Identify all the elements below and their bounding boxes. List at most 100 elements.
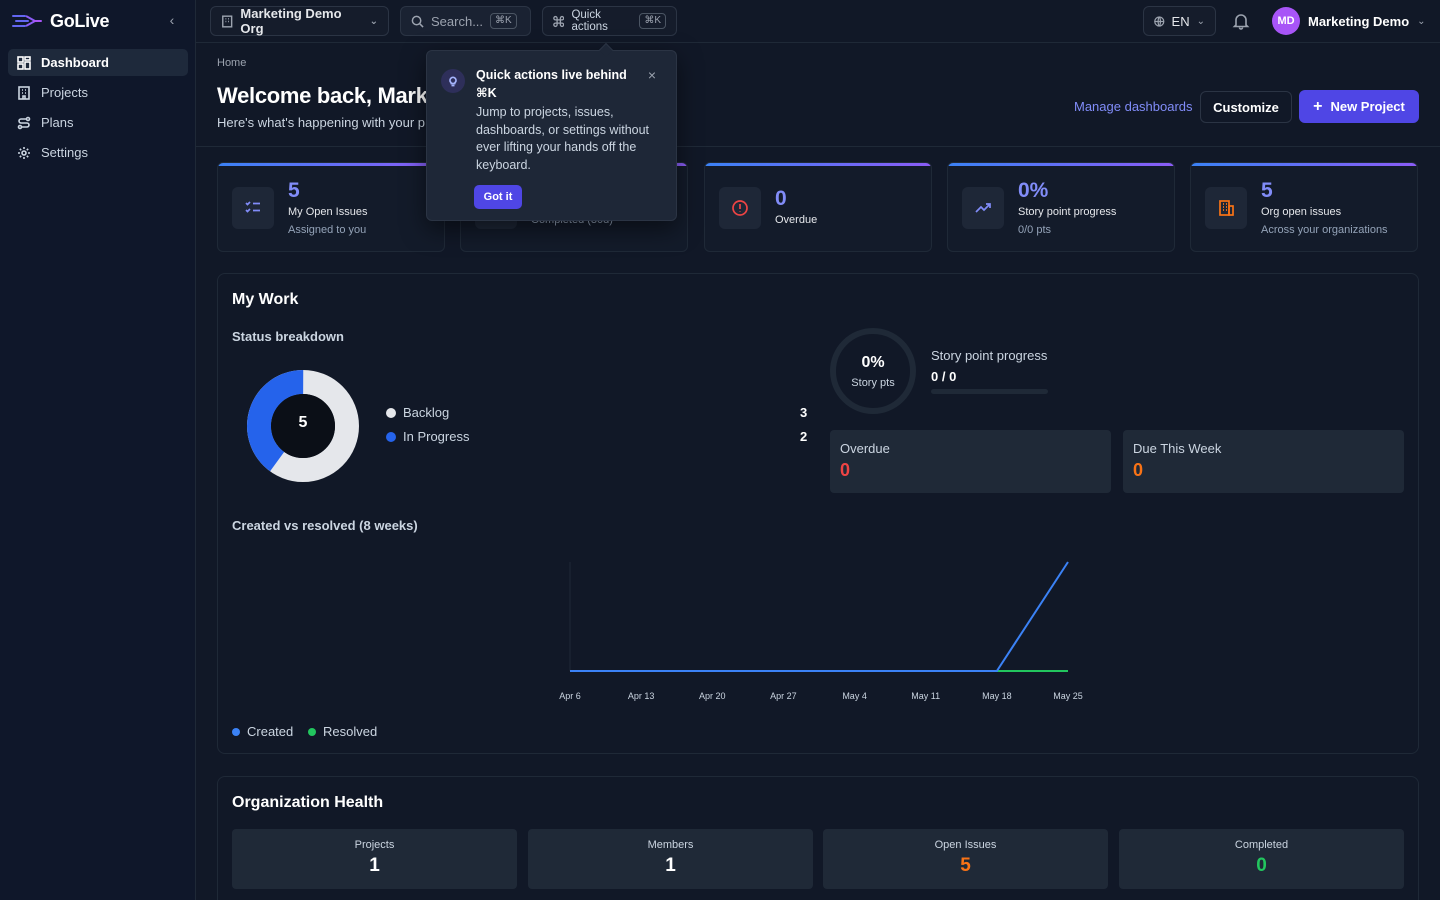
stat-label: Story point progress xyxy=(1018,206,1117,218)
x-tick-label: Apr 6 xyxy=(559,691,581,701)
lightbulb-icon xyxy=(441,69,465,93)
legend-dot xyxy=(308,727,316,736)
stat-value: 0 xyxy=(775,187,787,210)
story-point-caption: Story pts xyxy=(851,377,895,389)
status-breakdown-label: Status breakdown xyxy=(232,329,344,344)
search-button[interactable]: Search... ⌘K xyxy=(400,6,531,36)
stat-label: Overdue xyxy=(775,214,818,226)
series-line-created xyxy=(570,561,1069,672)
gear-icon xyxy=(18,146,30,159)
language-label: EN xyxy=(1171,13,1190,29)
topbar: Marketing Demo Org ⌄ Search... ⌘K Quick … xyxy=(196,0,1440,43)
chevron-down-icon: ⌄ xyxy=(369,15,378,27)
grid-icon xyxy=(17,55,31,70)
brand[interactable]: GoLive xyxy=(12,8,110,34)
command-icon xyxy=(553,15,565,27)
sidebar-item-dashboard[interactable]: Dashboard xyxy=(8,49,188,76)
x-tick-label: Apr 13 xyxy=(628,691,655,701)
user-menu[interactable]: MD Marketing Demo ⌄ xyxy=(1272,6,1426,36)
sidebar-item-projects[interactable]: Projects xyxy=(8,79,188,106)
health-value: 1 xyxy=(665,855,676,876)
health-card-projects[interactable]: Projects 1 xyxy=(232,829,517,889)
stat-value: 5 xyxy=(1261,179,1273,202)
stat-value: 5 xyxy=(288,179,300,202)
health-label: Open Issues xyxy=(934,839,997,851)
notifications-bell-icon[interactable] xyxy=(1232,12,1250,30)
donut-hole xyxy=(271,394,335,458)
quick-actions-tooltip: Quick actions live behind ⌘K × Jump to p… xyxy=(426,42,677,221)
building-icon xyxy=(1205,187,1247,229)
got-it-button[interactable]: Got it xyxy=(474,185,522,209)
donut-total: 5 xyxy=(298,414,308,431)
popover-title: Quick actions live behind ⌘K xyxy=(476,68,627,100)
page-subtitle: Here's what's happening with your p xyxy=(217,115,426,130)
stat-card-org-open-issues[interactable]: 5 Org open issues Across your organizati… xyxy=(1190,162,1418,252)
globe-icon xyxy=(1154,15,1165,27)
sidebar-item-settings[interactable]: Settings xyxy=(8,139,188,166)
stat-sub: Assigned to you xyxy=(288,224,367,236)
legend-count: 2 xyxy=(800,429,808,444)
sidebar-nav: Dashboard Projects Plans Settings xyxy=(8,49,188,169)
stat-label: My Open Issues xyxy=(288,206,368,218)
x-tick-label: May 25 xyxy=(1053,691,1083,701)
legend-label: Resolved xyxy=(323,724,378,739)
app-name: GoLive xyxy=(50,10,110,31)
story-point-percent: 0% xyxy=(861,354,885,371)
sidebar: GoLive ‹ Dashboard Projects Plans Settin… xyxy=(0,0,196,900)
org-switcher[interactable]: Marketing Demo Org ⌄ xyxy=(210,6,389,36)
legend-count: 3 xyxy=(800,405,808,420)
building-icon xyxy=(222,14,233,28)
stat-card-overdue[interactable]: 0 Overdue xyxy=(704,162,932,252)
x-tick-label: Apr 27 xyxy=(770,691,797,701)
health-card-open-issues[interactable]: Open Issues 5 xyxy=(823,829,1108,889)
header-divider xyxy=(196,146,1440,147)
health-label: Projects xyxy=(354,839,395,851)
alert-circle-icon xyxy=(719,187,761,229)
health-card-completed[interactable]: Completed 0 xyxy=(1119,829,1404,889)
building-icon xyxy=(18,85,30,100)
story-point-ring xyxy=(830,328,916,414)
story-point-title: Story point progress xyxy=(931,348,1048,363)
breadcrumb[interactable]: Home xyxy=(217,57,247,69)
page-title: Welcome back, Mark xyxy=(217,83,428,108)
stat-card-story-points[interactable]: 0% Story point progress 0/0 pts xyxy=(947,162,1175,252)
golive-logo-icon xyxy=(12,14,42,28)
chart-legend-created: Created xyxy=(232,724,293,739)
new-project-label: New Project xyxy=(1330,99,1405,114)
quick-actions-label: Quick actions xyxy=(571,9,608,33)
my-work-panel: My Work Status breakdown 5 Backlog 3 In … xyxy=(217,273,1419,754)
due-this-week-card[interactable]: Due This Week 0 xyxy=(1123,430,1404,493)
sidebar-item-label: Projects xyxy=(41,85,88,100)
created-vs-resolved-title: Created vs resolved (8 weeks) xyxy=(232,518,418,533)
trending-up-icon xyxy=(962,187,1004,229)
my-work-title: My Work xyxy=(232,291,299,308)
legend-item-in-progress: In Progress xyxy=(386,429,469,444)
donut-segment-in-progress xyxy=(247,370,359,482)
organization-health-panel: Organization Health Projects 1 Members 1… xyxy=(217,776,1419,900)
x-tick-label: May 11 xyxy=(911,691,940,701)
health-card-members[interactable]: Members 1 xyxy=(528,829,813,889)
language-selector[interactable]: EN ⌄ xyxy=(1143,6,1216,36)
legend-dot xyxy=(386,431,396,442)
health-value: 1 xyxy=(369,855,380,876)
sidebar-item-plans[interactable]: Plans xyxy=(8,109,188,136)
search-label: Search... xyxy=(431,13,484,29)
quick-actions-shortcut: ⌘K xyxy=(639,13,666,29)
overdue-label: Overdue xyxy=(840,441,890,456)
stat-card-my-open-issues[interactable]: 5 My Open Issues Assigned to you xyxy=(217,162,445,252)
manage-dashboards-link[interactable]: Manage dashboards xyxy=(1074,99,1193,114)
stat-sub: Across your organizations xyxy=(1261,224,1388,236)
chart-legend-resolved: Resolved xyxy=(308,724,377,739)
chevron-down-icon: ⌄ xyxy=(1196,15,1205,27)
customize-button[interactable]: Customize xyxy=(1200,91,1292,123)
avatar: MD xyxy=(1272,7,1300,35)
quick-actions-button[interactable]: Quick actions ⌘K xyxy=(542,6,677,36)
new-project-button[interactable]: + New Project xyxy=(1299,90,1419,123)
x-tick-label: May 18 xyxy=(982,691,1012,701)
health-label: Members xyxy=(647,839,694,851)
close-icon[interactable]: × xyxy=(647,67,657,83)
sidebar-item-label: Settings xyxy=(41,145,88,160)
search-shortcut: ⌘K xyxy=(490,13,517,29)
overdue-card[interactable]: Overdue 0 xyxy=(830,430,1111,493)
collapse-sidebar-chevron-left-icon[interactable]: ‹ xyxy=(169,12,175,28)
